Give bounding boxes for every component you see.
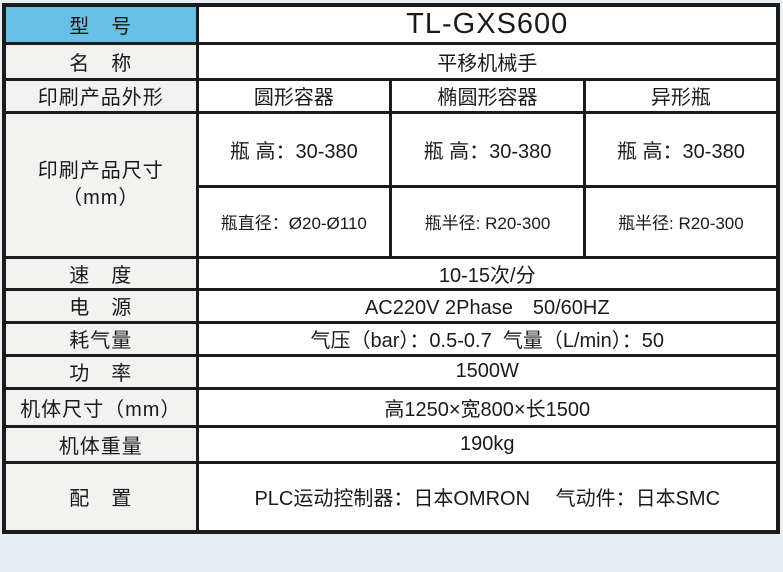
row-model: 型 号 TL-GXS600 [2,3,780,45]
row-name: 名 称 平移机械手 [2,41,780,81]
product-size-label-line2: （mm） [62,186,140,209]
row-power: 功 率 1500W [2,353,780,390]
model-label: 型 号 [2,3,199,45]
speed-label: 速 度 [2,255,199,291]
product-shape-oval: 椭圆形容器 [389,77,586,114]
configuration-label: 配 置 [2,460,199,534]
product-size-label: 印刷产品尺寸 （mm） [2,110,199,259]
product-shape-special: 异形瓶 [582,77,780,114]
row-product-size-diameter: 瓶直径：Ø20-Ø110 瓶半径: R20-300 瓶半径: R20-300 [4,184,780,259]
machine-size-label: 机体尺寸（mm） [2,386,199,428]
row-speed: 速 度 10-15次/分 [2,255,780,291]
power-supply-value: AC220V 2Phase 50/60HZ [195,287,780,324]
product-size-label-line1: 印刷产品尺寸 [37,159,164,182]
name-label: 名 称 [2,41,199,81]
air-consumption-label: 耗气量 [2,320,199,357]
bottle-height-round: 瓶 高：30-380 [195,110,393,188]
row-product-shape: 印刷产品外形 圆形容器 椭圆形容器 异形瓶 [2,77,780,114]
row-product-size-height: 印刷产品尺寸 （mm） 瓶 高：30-380 瓶 高：30-380 瓶 高：30… [2,110,780,259]
air-consumption-value: 气压（bar）：0.5-0.7 气量（L/min）：50 [195,320,780,357]
bottle-height-special: 瓶 高：30-380 [582,110,780,188]
row-configuration: 配 置 PLC运动控制器：日本OMRON 气动件：日本SMC [2,460,780,534]
row-power-supply: 电 源 AC220V 2Phase 50/60HZ [2,287,780,324]
machine-weight-value: 190kg [195,424,780,464]
power-supply-label: 电 源 [2,287,199,324]
spec-table: 型 号 TL-GXS600 名 称 平移机械手 印刷产品外形 圆形容器 椭圆形容… [2,3,780,534]
model-value: TL-GXS600 [195,3,780,45]
machine-weight-label: 机体重量 [2,424,199,464]
row-machine-weight: 机体重量 190kg [2,424,780,464]
row-machine-size: 机体尺寸（mm） 高1250×宽800×长1500 [2,386,780,428]
bottle-diameter-round: 瓶直径：Ø20-Ø110 [195,184,393,259]
configuration-value: PLC运动控制器：日本OMRON 气动件：日本SMC [195,460,780,534]
bottle-height-oval: 瓶 高：30-380 [389,110,586,188]
bottle-radius-oval: 瓶半径: R20-300 [389,184,586,259]
product-shape-label: 印刷产品外形 [2,77,199,114]
bottle-radius-special: 瓶半径: R20-300 [582,184,780,259]
name-value: 平移机械手 [195,41,780,81]
power-value: 1500W [195,353,780,390]
row-air-consumption: 耗气量 气压（bar）：0.5-0.7 气量（L/min）：50 [2,320,780,357]
speed-value: 10-15次/分 [195,255,780,291]
machine-size-value: 高1250×宽800×长1500 [195,386,780,428]
power-label: 功 率 [2,353,199,390]
product-shape-round: 圆形容器 [195,77,393,114]
